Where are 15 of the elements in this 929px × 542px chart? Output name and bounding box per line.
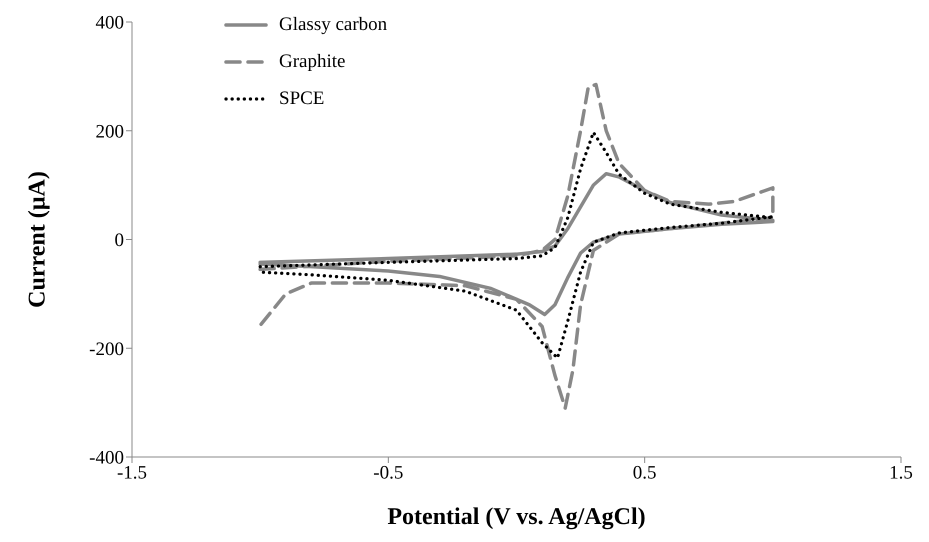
y-tick-label: 400 (96, 12, 124, 34)
x-tick-label: 1.5 (889, 462, 913, 484)
x-tick-label: 0.5 (632, 462, 657, 484)
line-series (258, 130, 774, 360)
y-axis-title: Current (µA) (24, 171, 51, 308)
legend-label: Graphite (279, 50, 346, 72)
legend-label: Glassy carbon (279, 14, 388, 36)
y-tick-label: 0 (114, 230, 124, 252)
x-tick-label: -0.5 (373, 462, 404, 484)
y-tick-label: -200 (89, 338, 124, 360)
legend-label: SPCE (279, 88, 324, 110)
y-tick-label: 200 (96, 121, 124, 142)
y-tick-label: -400 (89, 448, 124, 469)
line-series (258, 82, 775, 410)
x-axis-title: Potential (V vs. Ag/AgCl) (387, 504, 646, 530)
